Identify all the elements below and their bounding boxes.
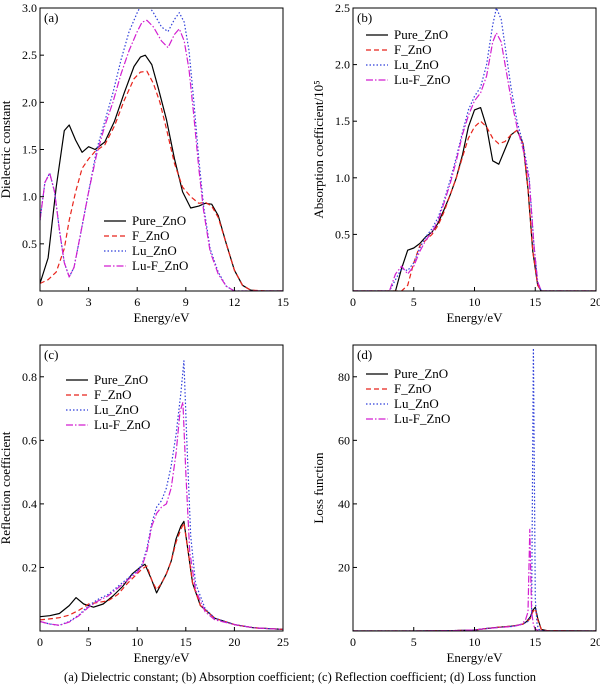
x-tick-label: 6 [134,295,140,309]
y-tick-label: 1.5 [335,114,350,128]
legend-label-lu-zno: Lu_ZnO [94,402,139,417]
y-tick-label: 1.5 [22,143,37,157]
legend-label-pure-zno: Pure_ZnO [132,213,186,228]
y-axis-label: Loss function [311,452,326,524]
x-tick-label: 20 [590,635,600,649]
legend-label-pure-zno: Pure_ZnO [394,366,448,381]
series-line-lu-f-zno [353,528,596,631]
y-tick-label: 3.0 [22,1,37,15]
series-group [40,8,283,291]
x-axis-label: Energy/eV [446,310,503,325]
legend-label-f-zno: F_ZnO [94,387,132,402]
panel-label: (b) [357,10,372,25]
plot-frame [352,7,597,292]
series-line-lu-f-zno [40,19,283,291]
x-tick-label: 0 [37,635,43,649]
series-group [353,8,596,291]
x-tick-label: 10 [131,635,143,649]
x-tick-label: 15 [529,635,541,649]
x-tick-label: 15 [277,295,289,309]
x-tick-label: 15 [180,635,192,649]
legend-label-pure-zno: Pure_ZnO [94,372,148,387]
legend-label-lu-zno: Lu_ZnO [394,396,439,411]
series-group [353,347,596,631]
panel-b: 0 5 10 15 20 0.5 1.0 1.5 2.0 2.5 Energy/eV Absorpti… [311,1,600,325]
series-group [40,360,283,630]
legend-label-pure-zno: Pure_ZnO [394,27,448,42]
x-tick-label: 0 [37,295,43,309]
y-tick-label: 0.5 [22,237,37,251]
y-tick-label: 2.5 [335,1,350,15]
panel-label: (d) [357,347,372,362]
x-tick-label: 20 [590,295,600,309]
series-line-lu-zno [40,360,283,630]
legend-label-f-zno: F_ZnO [394,42,432,57]
legend-label-lu-zno: Lu_ZnO [132,243,177,258]
x-tick-label: 3 [86,295,92,309]
plot-frame [352,344,597,632]
legend-label-f-zno: F_ZnO [394,381,432,396]
panel-a: 0 3 6 9 12 15 0.5 1.0 1.5 2.0 2.5 3.0 Energy/eV Diele… [0,1,289,325]
panel-d: 0 5 10 15 20 20 40 60 80 Energy/eV Loss function (d… [311,344,600,665]
y-tick-label: 20 [338,560,350,574]
series-line-pure-zno [40,520,283,630]
series-line-pure-zno [40,54,283,291]
series-line-pure-zno [353,106,596,291]
y-axis-label: Dielectric constant [0,100,13,198]
legend-label-lu-f-zno: Lu-F_ZnO [394,411,450,426]
panel-label: (a) [44,10,58,25]
x-tick-label: 12 [228,295,240,309]
y-tick-label: 60 [338,433,350,447]
x-tick-label: 10 [469,295,481,309]
legend-label-f-zno: F_ZnO [132,228,170,243]
x-tick-label: 20 [228,635,240,649]
legend-label-lu-f-zno: Lu-F_ZnO [94,417,150,432]
legend-label-lu-f-zno: Lu-F_ZnO [394,72,450,87]
x-tick-label: 9 [183,295,189,309]
y-tick-label: 2.0 [22,95,37,109]
y-tick-label: 2.5 [22,48,37,62]
series-line-f-zno [40,522,283,630]
x-tick-label: 25 [277,635,289,649]
y-tick-label: 1.0 [22,190,37,204]
x-tick-label: 10 [469,635,481,649]
y-tick-label: 0.4 [22,497,37,511]
y-tick-label: 1.0 [335,171,350,185]
figure-caption: (a) Dielectric constant; (b) Absorption … [64,670,536,684]
x-tick-label: 5 [411,635,417,649]
y-axis-label: Reflection coefficient [0,431,13,544]
x-tick-label: 0 [350,635,356,649]
y-tick-label: 2.0 [335,58,350,72]
series-line-lu-zno [40,8,283,291]
x-axis-label: Energy/eV [133,650,190,665]
legend-label-lu-f-zno: Lu-F_ZnO [132,258,188,273]
y-tick-label: 80 [338,370,350,384]
x-tick-label: 15 [529,295,541,309]
y-tick-label: 0.8 [22,370,37,384]
panel-label: (c) [44,347,58,362]
x-tick-label: 5 [86,635,92,649]
y-tick-label: 0.6 [22,433,37,447]
y-axis-label: Absorption coefficient/10⁵ [311,80,326,218]
series-line-lu-zno [353,347,596,631]
plot-frame [39,344,284,632]
panel-c: 0 5 10 15 20 25 0.2 0.4 0.6 0.8 Energy/eV Reflectio… [0,344,289,665]
y-tick-label: 0.2 [22,560,37,574]
x-axis-label: Energy/eV [446,650,503,665]
series-line-f-zno [353,120,596,291]
y-tick-label: 0.5 [335,227,350,241]
series-line-lu-zno [353,8,596,291]
legend-label-lu-zno: Lu_ZnO [394,57,439,72]
series-line-lu-f-zno [40,401,283,630]
x-tick-label: 0 [350,295,356,309]
y-tick-label: 40 [338,497,350,511]
series-line-lu-f-zno [353,32,596,291]
x-axis-label: Energy/eV [133,310,190,325]
x-tick-label: 5 [411,295,417,309]
